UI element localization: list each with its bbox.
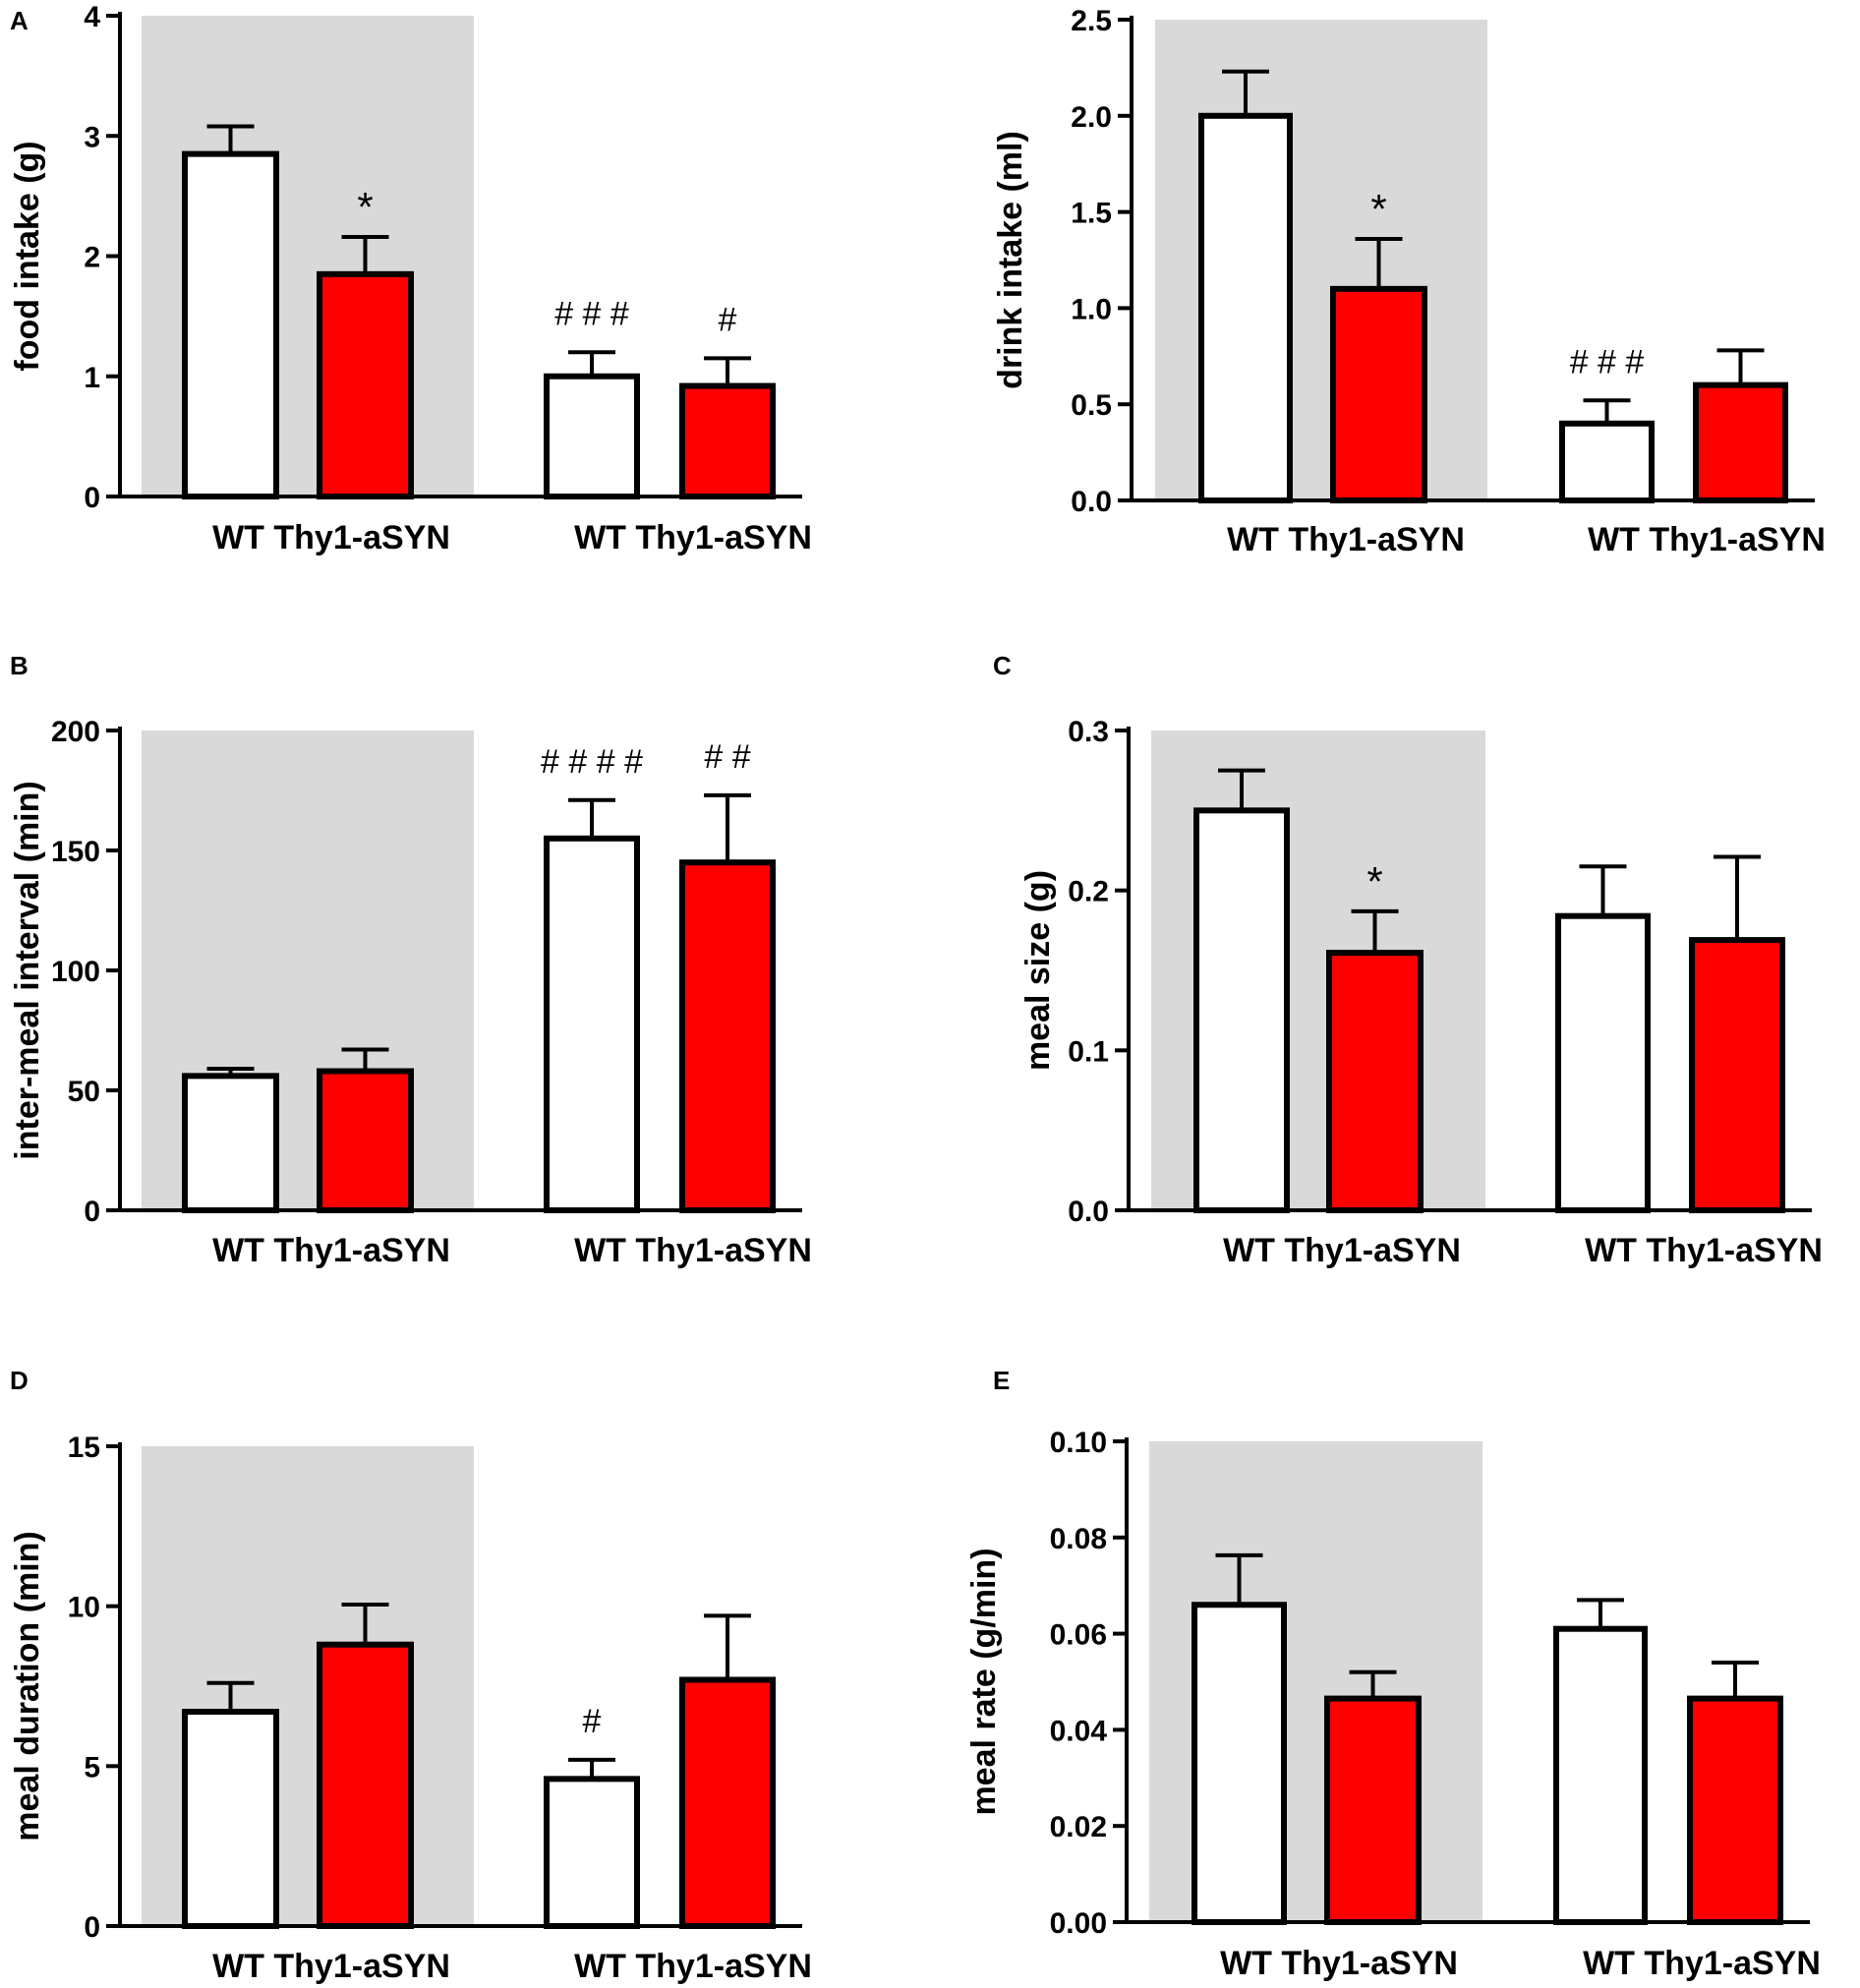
bar-wt-group1 <box>182 1073 279 1213</box>
significance-star: * <box>357 184 373 230</box>
y-tick-label: 0.02 <box>1050 1811 1107 1843</box>
y-tick-label: 2 <box>84 242 100 274</box>
y-tick-label: 0.06 <box>1050 1619 1107 1652</box>
y-axis-label: meal duration (min) <box>9 1531 46 1841</box>
y-axis-label: meal rate (g/min) <box>965 1548 1003 1815</box>
y-tick-label: 0.1 <box>1068 1035 1109 1068</box>
significance-hash: # # # <box>554 295 629 332</box>
y-tick-label: 1.5 <box>1071 198 1112 230</box>
y-tick-label: 0.0 <box>1071 486 1112 518</box>
bar-wt-group2 <box>1555 912 1651 1214</box>
bar-wt-group1 <box>182 150 279 499</box>
panel-letter: E <box>993 1366 1010 1395</box>
y-tick-label: 0.00 <box>1050 1907 1107 1940</box>
bar-thy1-asyn-group2 <box>679 382 776 499</box>
bar-thy1-asyn-group1 <box>317 1068 414 1213</box>
bar-thy1-asyn-group2 <box>1693 381 1788 504</box>
y-tick-label: 3 <box>84 121 100 153</box>
x-group-label: WT Thy1-aSYN <box>1583 1945 1821 1982</box>
y-tick-label: 4 <box>84 1 100 33</box>
x-group-label: WT Thy1-aSYN <box>1220 1945 1458 1982</box>
y-tick-label: 100 <box>51 956 100 988</box>
y-axis-label: meal size (g) <box>1019 870 1057 1071</box>
x-group-label: WT Thy1-aSYN <box>212 1948 450 1985</box>
x-group-label: WT Thy1-aSYN <box>574 519 812 556</box>
bar-thy1-asyn-group2 <box>679 1676 776 1929</box>
chart-panel-1: A 0 1 2 3 4 * # # # # WT Thy1-aSYN WT Thy1-aSYN foo… <box>9 1 812 556</box>
y-tick-label: 0.0 <box>1068 1196 1109 1228</box>
bar-thy1-asyn-group2 <box>1687 1695 1783 1925</box>
y-tick-label: 0.3 <box>1068 716 1109 748</box>
bar-thy1-asyn-group1 <box>1326 950 1424 1214</box>
panel-letter: C <box>993 651 1012 680</box>
significance-hash: # <box>583 1703 602 1740</box>
significance-hash: # # # <box>1570 343 1645 380</box>
y-tick-label: 1.0 <box>1071 293 1112 325</box>
bar-thy1-asyn-group1 <box>1324 1695 1422 1925</box>
bar-wt-group2 <box>544 835 640 1213</box>
panel-letter: B <box>10 651 29 680</box>
bar-thy1-asyn-group1 <box>317 1641 414 1929</box>
significance-star: * <box>1370 186 1386 232</box>
y-tick-label: 0 <box>84 1196 100 1228</box>
y-tick-label: 2.5 <box>1071 5 1112 37</box>
x-group-label: WT Thy1-aSYN <box>1223 1232 1461 1269</box>
bar-wt-group2 <box>1559 420 1655 504</box>
x-group-label: WT Thy1-aSYN <box>1227 521 1465 558</box>
y-axis-label: food intake (g) <box>9 141 46 371</box>
y-axis-label: inter-meal interval (min) <box>9 781 46 1159</box>
panel-letter: A <box>10 6 29 35</box>
bar-wt-group2 <box>544 373 640 499</box>
y-tick-label: 0.04 <box>1050 1715 1108 1747</box>
x-group-label: WT Thy1-aSYN <box>574 1948 812 1985</box>
x-group-label: WT Thy1-aSYN <box>212 519 450 556</box>
y-tick-label: 2.0 <box>1071 101 1112 134</box>
significance-hash: # # <box>704 738 750 776</box>
chart-panel-5: D 0 5 10 15 # WT Thy1-aSYN WT Thy1-aSYN meal dur… <box>9 1366 812 1985</box>
significance-hash: # # # # <box>541 743 643 781</box>
y-axis-label: drink intake (ml) <box>992 131 1029 389</box>
x-group-label: WT Thy1-aSYN <box>574 1232 812 1269</box>
x-group-label: WT Thy1-aSYN <box>1585 1232 1823 1269</box>
y-tick-label: 200 <box>51 716 100 748</box>
bar-thy1-asyn-group1 <box>317 270 414 499</box>
significance-hash: # <box>719 301 737 338</box>
bar-wt-group2 <box>1553 1625 1648 1925</box>
y-tick-label: 0 <box>84 1911 100 1944</box>
bar-wt-group1 <box>1192 1602 1287 1925</box>
x-group-label: WT Thy1-aSYN <box>1588 521 1826 558</box>
y-tick-label: 0.08 <box>1050 1523 1107 1555</box>
chart-panel-3: B 0 50 100 150 200 # # # # # # WT Thy1-aSYN WT Th… <box>9 651 812 1269</box>
y-tick-label: 0.10 <box>1050 1427 1107 1459</box>
y-tick-label: 0.2 <box>1068 876 1109 908</box>
y-tick-label: 15 <box>68 1432 100 1464</box>
bar-wt-group1 <box>182 1709 279 1929</box>
chart-panel-6: E 0.00 0.02 0.04 0.06 0.08 0.10 WT Thy1-aSYN WT … <box>965 1366 1821 1982</box>
bar-wt-group2 <box>544 1776 640 1930</box>
bar-wt-group1 <box>1198 112 1293 504</box>
bar-thy1-asyn-group1 <box>1330 285 1427 503</box>
y-tick-label: 50 <box>68 1076 100 1108</box>
bar-thy1-asyn-group2 <box>679 859 776 1213</box>
y-tick-label: 0.5 <box>1071 389 1112 422</box>
y-tick-label: 150 <box>51 836 100 868</box>
chart-panel-2: 0.0 0.5 1.0 1.5 2.0 2.5 * # # # WT Thy1-aSYN WT T… <box>992 5 1826 558</box>
panel-letter: D <box>10 1366 29 1395</box>
significance-star: * <box>1366 858 1382 905</box>
y-tick-label: 5 <box>84 1751 100 1783</box>
bar-thy1-asyn-group2 <box>1689 937 1785 1213</box>
bar-wt-group1 <box>1193 807 1290 1213</box>
y-tick-label: 1 <box>84 362 100 394</box>
y-tick-label: 0 <box>84 482 100 514</box>
x-group-label: WT Thy1-aSYN <box>212 1232 450 1269</box>
chart-panel-4: C 0.0 0.1 0.2 0.3 * WT Thy1-aSYN WT Thy1-aSYN me… <box>993 651 1823 1269</box>
y-tick-label: 10 <box>68 1592 100 1624</box>
